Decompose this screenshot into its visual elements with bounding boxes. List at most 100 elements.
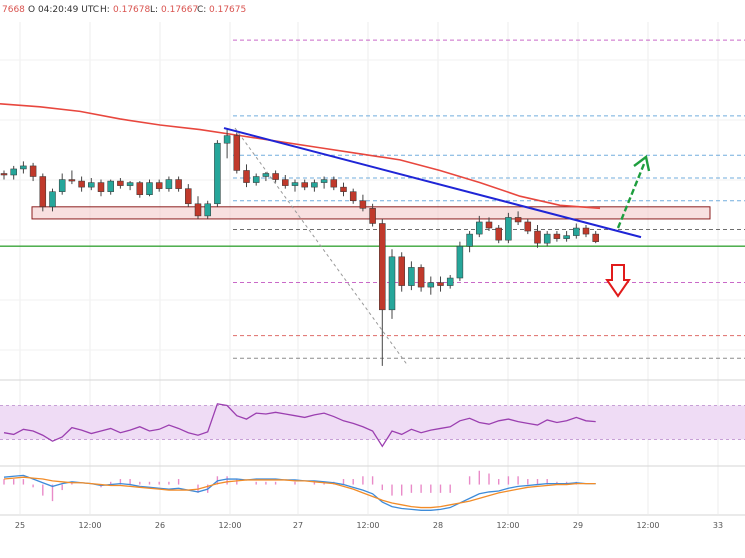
x-tick-label: 25 bbox=[15, 521, 25, 530]
candle-body bbox=[330, 179, 338, 188]
guide-dashed-line bbox=[234, 127, 409, 367]
up-arrow-shaft bbox=[616, 163, 646, 229]
guide-line bbox=[234, 127, 409, 367]
header-close-label: C: bbox=[197, 5, 206, 15]
candle-body bbox=[10, 168, 17, 176]
candle-body bbox=[291, 182, 299, 186]
candle-body bbox=[20, 165, 27, 170]
candle-body bbox=[573, 227, 580, 236]
candle-body bbox=[29, 165, 37, 177]
candle-body bbox=[272, 173, 279, 180]
candle-body bbox=[49, 191, 56, 208]
x-tick-label: 12:00 bbox=[218, 521, 241, 530]
candle-body bbox=[485, 221, 493, 229]
candle-body bbox=[466, 233, 473, 247]
fib-levels bbox=[233, 39, 745, 359]
candle-body bbox=[252, 176, 260, 183]
candle-body bbox=[117, 180, 124, 186]
x-tick-label: 29 bbox=[573, 521, 583, 530]
candle-body bbox=[514, 217, 522, 223]
header-time: O 04:20:49 UTC bbox=[28, 5, 99, 15]
bearish-trendline bbox=[223, 127, 642, 239]
candle-body bbox=[282, 179, 289, 186]
candle-body bbox=[0, 173, 8, 176]
candle-body bbox=[185, 188, 192, 205]
candle-body bbox=[446, 277, 454, 286]
moving-average bbox=[0, 103, 601, 210]
candle-body bbox=[369, 208, 376, 224]
candle-body bbox=[126, 182, 134, 186]
candle-body bbox=[243, 170, 250, 183]
candle-body bbox=[58, 179, 66, 192]
header-low: 0.17667 bbox=[161, 5, 198, 15]
trendline bbox=[223, 127, 642, 239]
macd-pane bbox=[3, 470, 596, 511]
candle-body bbox=[417, 267, 425, 288]
x-tick-label: 12:00 bbox=[636, 521, 659, 530]
candle-body bbox=[398, 256, 405, 286]
chart-grid bbox=[0, 22, 745, 516]
rsi-line bbox=[3, 403, 596, 448]
candle-body bbox=[107, 180, 114, 192]
candle-body bbox=[505, 217, 512, 241]
moving-average-line bbox=[0, 103, 601, 210]
candle-body bbox=[592, 233, 599, 242]
candle-body bbox=[476, 221, 483, 235]
candle-body bbox=[359, 200, 367, 209]
arrows bbox=[605, 154, 651, 298]
x-axis: 25 12:00 26 12:00 27 12:00 28 12:00 29 12:00 33 bbox=[15, 521, 723, 530]
macd-signal-line bbox=[3, 476, 596, 509]
x-tick-label: 12:00 bbox=[496, 521, 519, 530]
up-arrow-head bbox=[633, 154, 651, 172]
candle-body bbox=[301, 182, 308, 188]
x-tick-label: 12:00 bbox=[78, 521, 101, 530]
candle-body bbox=[233, 135, 241, 171]
x-tick-label: 33 bbox=[713, 521, 723, 530]
candle-body bbox=[39, 176, 47, 208]
candle-body bbox=[223, 135, 231, 144]
candle-body bbox=[88, 182, 95, 188]
candle-body bbox=[553, 233, 561, 239]
candle-body bbox=[78, 180, 85, 188]
candles bbox=[0, 128, 599, 366]
candle-body bbox=[524, 221, 532, 232]
candle-body bbox=[379, 223, 386, 311]
candle-body bbox=[165, 179, 173, 189]
rsi-pane bbox=[0, 403, 745, 448]
candle-body bbox=[340, 186, 347, 192]
header-open: 7668 bbox=[2, 5, 25, 15]
candle-body bbox=[311, 182, 318, 188]
down-arrow bbox=[605, 264, 631, 298]
candle-body bbox=[68, 179, 76, 182]
candle-body bbox=[175, 179, 182, 189]
candle-body bbox=[146, 182, 153, 195]
candle-body bbox=[320, 179, 328, 183]
candle-body bbox=[155, 182, 163, 189]
candle-body bbox=[408, 267, 415, 286]
candle-body bbox=[534, 230, 541, 244]
rsi-band bbox=[0, 405, 745, 440]
header-close: 0.17675 bbox=[209, 5, 246, 15]
candle-body bbox=[388, 256, 396, 311]
candle-body bbox=[204, 203, 211, 217]
ohlc-header: 7668 O 04:20:49 UTC H: 0.17678 L: 0.1766… bbox=[2, 5, 246, 15]
x-tick-label: 28 bbox=[433, 521, 443, 530]
candle-body bbox=[456, 245, 464, 279]
header-low-label: L: bbox=[150, 5, 158, 15]
x-tick-label: 26 bbox=[155, 521, 165, 530]
candle-body bbox=[214, 142, 221, 205]
candle-body bbox=[495, 227, 502, 241]
header-high: 0.17678 bbox=[113, 5, 150, 15]
candle-body bbox=[194, 203, 202, 217]
x-tick-label: 27 bbox=[293, 521, 303, 530]
candle-body bbox=[543, 233, 551, 244]
x-tick-label: 12:00 bbox=[356, 521, 379, 530]
header-high-label: H: bbox=[100, 5, 110, 15]
candle-body bbox=[582, 227, 590, 235]
candle-body bbox=[427, 282, 435, 288]
candle-body bbox=[97, 182, 105, 192]
candle-body bbox=[437, 282, 444, 286]
candle-body bbox=[136, 182, 144, 195]
candle-body bbox=[262, 173, 270, 177]
